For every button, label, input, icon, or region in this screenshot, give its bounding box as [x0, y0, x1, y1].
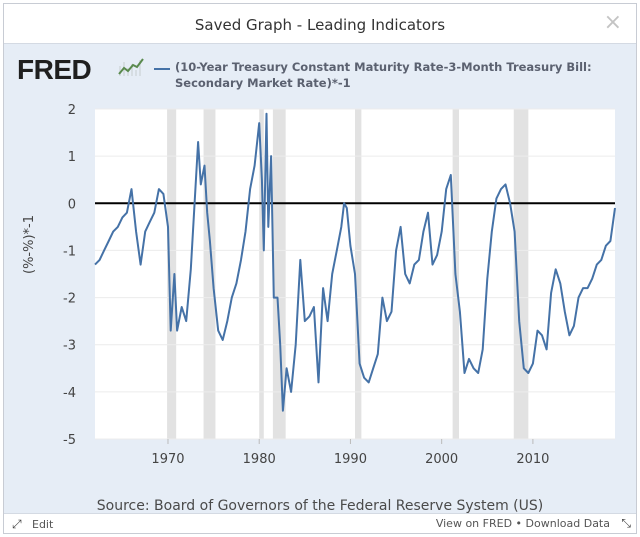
x-tick-label: 1970 — [151, 452, 184, 467]
y-tick-label: -2 — [63, 292, 76, 307]
edit-label: Edit — [32, 518, 54, 531]
y-tick-label: 2 — [68, 103, 76, 118]
edit-button[interactable]: ⤢ Edit — [12, 517, 53, 532]
y-tick-label: 0 — [68, 197, 76, 212]
x-tick-label: 1980 — [243, 452, 276, 467]
close-icon[interactable]: × — [603, 10, 622, 35]
expand-arrows-icon: ⤢ — [12, 517, 22, 531]
saved-graph-window: Saved Graph - Leading Indicators × FRED … — [3, 3, 637, 534]
fred-logo: FRED — [17, 54, 92, 85]
y-tick-label: -4 — [63, 386, 76, 401]
x-tick-label: 1990 — [334, 452, 367, 467]
link-separator: • — [515, 517, 523, 530]
y-axis-title: (%-%)*-1 — [22, 214, 37, 274]
window-titlebar: Saved Graph - Leading Indicators × — [4, 4, 636, 44]
y-tick-label: -1 — [63, 244, 76, 259]
source-note: Source: Board of Governors of the Federa… — [96, 498, 544, 514]
footer-links: View on FRED • Download Data — [436, 517, 610, 530]
recession-band — [355, 109, 362, 439]
y-tick-label: -3 — [63, 339, 76, 354]
chart-svg: 2 1 0 -1 -2 -3 -4 -5 1970 1980 1990 2000 2010 — [63, 103, 616, 467]
legend-swatch — [154, 68, 170, 70]
window-title: Saved Graph - Leading Indicators — [194, 16, 446, 34]
download-data-link[interactable]: Download Data — [525, 517, 610, 530]
footer-bar: ⤢ Edit View on FRED • Download Data ⤡ — [4, 513, 636, 533]
recession-band — [167, 109, 177, 439]
recession-band — [259, 109, 264, 439]
recession-band — [272, 109, 286, 439]
y-tick-label: 1 — [68, 150, 76, 165]
x-tick-label: 2000 — [425, 452, 458, 467]
recession-band — [203, 109, 216, 439]
recession-band — [513, 109, 529, 439]
x-tick-label: 2010 — [516, 452, 549, 467]
fred-trend-icon — [118, 58, 144, 76]
series-line — [94, 112, 616, 412]
resize-arrows-icon[interactable]: ⤡ — [621, 516, 631, 530]
view-on-fred-link[interactable]: View on FRED — [435, 517, 513, 530]
legend-label: (10-Year Treasury Constant Maturity Rate… — [175, 60, 592, 90]
y-tick-label: -5 — [63, 433, 76, 448]
